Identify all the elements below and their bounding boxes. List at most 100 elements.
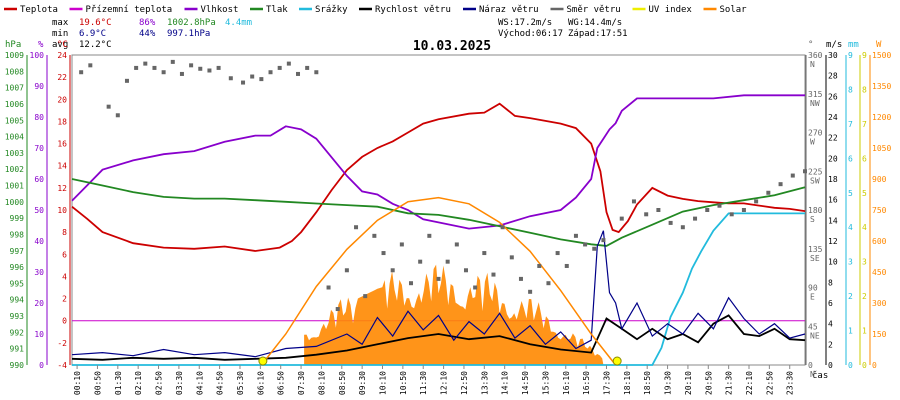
x-tick-label: 07:30 [297, 371, 306, 395]
tick-label-temp: 10 [57, 206, 67, 215]
tick-label-solar: 1500 [872, 51, 891, 60]
legend-item: Tlak [266, 5, 288, 15]
tick-label-dir-name: N [810, 60, 815, 69]
tick-label-temp: 4 [62, 272, 67, 281]
tick-label-hum: 80 [34, 113, 44, 122]
wind-direction-point [79, 70, 84, 75]
x-tick-label: 04:50 [216, 371, 225, 395]
x-tick-label: 22:10 [745, 371, 754, 395]
tick-label-dir-name: SW [810, 176, 820, 185]
wind-direction-point [372, 233, 377, 238]
stats-max-press: 1002.8hPa [167, 18, 216, 28]
tick-label-rain: 3 [848, 258, 853, 267]
uv-marker [258, 356, 268, 366]
tick-label-wind: 26 [828, 92, 838, 101]
x-tick-label: 06:50 [277, 371, 286, 395]
x-tick-label: 12:10 [440, 371, 449, 395]
tick-label-dir: 315 [808, 90, 823, 99]
tick-label-press: 999 [10, 214, 25, 223]
wind-direction-point [241, 80, 246, 85]
wind-direction-point [500, 225, 505, 230]
tick-label-dir-name: SE [810, 254, 820, 263]
tick-label-solar: 600 [872, 237, 887, 246]
tick-label-press: 1008 [5, 67, 24, 76]
tick-label-wind: 20 [828, 154, 838, 163]
wind-direction-point [409, 281, 414, 286]
wind-direction-point [546, 281, 551, 286]
stats-max-rain: 4.4mm [225, 18, 252, 28]
tick-label-uv: 0 [862, 361, 867, 370]
tick-label-temp: 24 [57, 51, 67, 60]
tick-label-dir: 0 [808, 361, 813, 370]
wind-direction-point [198, 66, 203, 71]
tick-label-rain: 7 [848, 120, 853, 129]
tick-label-press: 996 [10, 263, 25, 272]
wind-direction-point [115, 113, 120, 118]
tick-label-solar: 900 [872, 175, 887, 184]
wind-direction-point [766, 190, 771, 195]
wind-direction-point [436, 276, 441, 281]
uv-marker [612, 356, 622, 366]
x-tick-label: 05:30 [236, 371, 245, 395]
series-line-solar [260, 196, 617, 366]
tick-label-temp: 16 [57, 140, 67, 149]
x-tick-label: 20:50 [704, 371, 713, 395]
tick-label-wind: 6 [828, 299, 833, 308]
tick-label-dir-name: S [810, 215, 815, 224]
tick-label-rain: 0 [848, 361, 853, 370]
wind-direction-point [124, 78, 129, 83]
tick-label-wind: 4 [828, 320, 833, 329]
tick-label-dir: 180 [808, 206, 823, 215]
wind-direction-point [207, 68, 212, 73]
wind-direction-point [583, 242, 588, 247]
wind-direction-point [729, 212, 734, 217]
axis-unit-temp: °C [57, 40, 68, 50]
tick-label-press: 1004 [5, 133, 24, 142]
tick-label-press: 1002 [5, 165, 24, 174]
x-tick-label: 17:30 [602, 371, 611, 395]
tick-label-rain: 6 [848, 154, 853, 163]
wind-direction-point [454, 242, 459, 247]
stats-max-hum: 86% [139, 18, 156, 28]
tick-label-dir-name: N [810, 370, 815, 379]
tick-label-hum: 30 [34, 268, 44, 277]
x-tick-label: 14:10 [501, 371, 510, 395]
tick-label-temp: -2 [57, 339, 67, 348]
x-tick-label: 10:50 [399, 371, 408, 395]
plot-area [71, 54, 807, 366]
wind-direction-point [418, 259, 423, 264]
tick-label-wind: 30 [828, 51, 838, 60]
wind-direction-point [518, 276, 523, 281]
wind-direction-point [216, 65, 221, 70]
wind-direction-point [564, 263, 569, 268]
stats-min-press: 997.1hPa [167, 29, 210, 39]
tick-label-dir: 90 [808, 284, 818, 293]
tick-label-dir-name: NW [810, 99, 820, 108]
tick-label-wind: 12 [828, 237, 838, 246]
tick-label-press: 1003 [5, 149, 24, 158]
wind-direction-point [491, 272, 496, 277]
tick-label-wind: 24 [828, 113, 838, 122]
wind-direction-point [344, 268, 349, 273]
x-tick-label: 00:50 [93, 371, 102, 395]
wind-direction-point [268, 70, 273, 75]
wind-direction-point [399, 242, 404, 247]
wind-direction-point [668, 220, 673, 225]
x-tick-label: 02:50 [155, 371, 164, 395]
wind-direction-point [803, 169, 807, 174]
series-line-tlak [71, 178, 806, 247]
wind-direction-point [717, 203, 722, 208]
tick-label-uv: 1 [862, 327, 867, 336]
tick-label-press: 995 [10, 279, 25, 288]
legend-item: Srážky [315, 5, 348, 15]
tick-label-uv: 7 [862, 120, 867, 129]
tick-label-temp: 2 [62, 295, 67, 304]
wind-direction-point [619, 216, 624, 221]
tick-label-uv: 6 [862, 154, 867, 163]
x-tick-label: 08:10 [317, 371, 326, 395]
x-tick-label: 01:30 [114, 371, 123, 395]
tick-label-temp: 12 [57, 184, 67, 193]
legend-item: Náraz větru [479, 5, 539, 15]
tick-label-wind: 22 [828, 134, 838, 143]
wind-direction-point [134, 65, 139, 70]
